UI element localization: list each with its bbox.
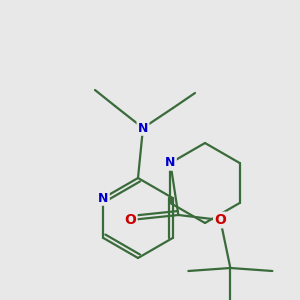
Text: O: O bbox=[124, 213, 136, 227]
Text: N: N bbox=[165, 157, 176, 169]
Text: N: N bbox=[138, 122, 148, 134]
Text: N: N bbox=[98, 191, 109, 205]
Text: O: O bbox=[214, 213, 226, 227]
